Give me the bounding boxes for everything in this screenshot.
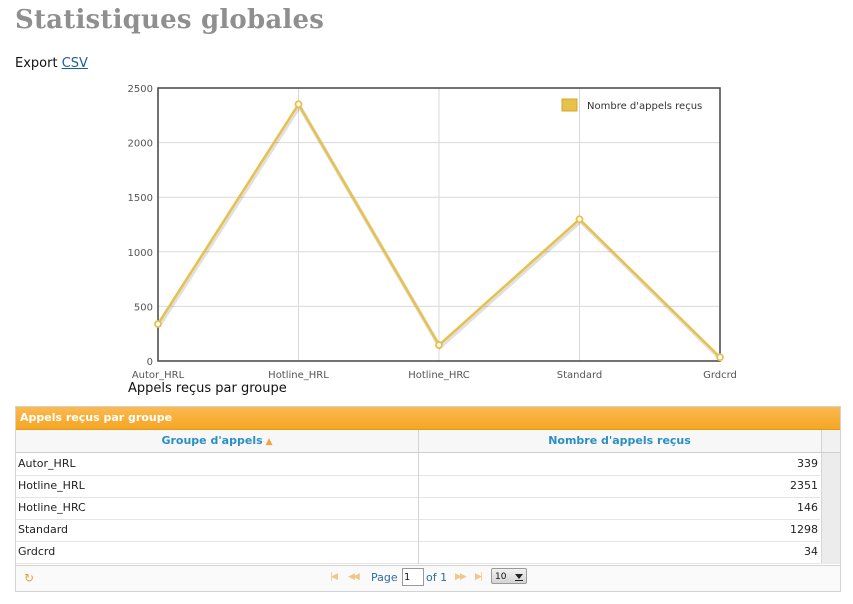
chevron-down-icon bbox=[515, 574, 523, 581]
column-header-group-label: Groupe d'appels bbox=[161, 434, 263, 447]
grid-title: Appels reçus par groupe bbox=[16, 407, 840, 430]
page-size-value: 10 bbox=[495, 572, 507, 582]
page-count-label: of 1 bbox=[426, 571, 448, 584]
page-size-select[interactable]: 10 bbox=[491, 568, 527, 584]
sort-asc-icon: ▲ bbox=[265, 437, 273, 447]
cell-count: 146 bbox=[797, 501, 818, 514]
x-tick-label: Hotline_HRL bbox=[268, 370, 329, 381]
refresh-icon[interactable]: ↻ bbox=[24, 571, 35, 585]
cell-group: Hotline_HRL bbox=[18, 479, 85, 492]
grid-header: Groupe d'appels ▲ Nombre d'appels reçus bbox=[16, 430, 840, 453]
y-tick-label: 0 bbox=[147, 357, 153, 368]
header-scroll-gutter bbox=[821, 430, 840, 452]
export-label: Export bbox=[15, 56, 58, 71]
data-point bbox=[154, 320, 162, 328]
y-tick-label: 1000 bbox=[128, 248, 153, 259]
plot-frame bbox=[157, 87, 721, 362]
cell-group: Hotline_HRC bbox=[18, 501, 86, 514]
data-point bbox=[716, 353, 724, 362]
cell-group: Standard bbox=[18, 523, 69, 536]
legend-label: Nombre d'appels reçus bbox=[587, 101, 702, 112]
cell-count: 34 bbox=[804, 545, 818, 558]
prev-page-icon[interactable]: ◀◀ bbox=[348, 572, 360, 582]
chart-caption: Appels reçus par groupe bbox=[128, 381, 287, 396]
x-tick-label: Grdcrd bbox=[703, 370, 737, 381]
x-tick-label: Autor_HRL bbox=[132, 370, 185, 381]
y-tick-label: 1500 bbox=[128, 193, 153, 204]
first-page-icon[interactable]: |◀ bbox=[330, 572, 338, 582]
grid-body: Autor_HRL 339 Hotline_HRL 2351 Hotline_H… bbox=[16, 453, 840, 564]
x-tick-label: Standard bbox=[557, 370, 603, 381]
series-line-shadow bbox=[157, 102, 723, 361]
x-tick-label: Hotline_HRC bbox=[408, 370, 470, 381]
data-grid: Appels reçus par groupe Groupe d'appels ▲… bbox=[15, 406, 841, 592]
pager-bar: ↻ |◀ ◀◀ Page of 1 ▶▶ ▶| 10 bbox=[16, 565, 840, 591]
column-header-count[interactable]: Nombre d'appels reçus bbox=[548, 434, 691, 447]
export-line: Export CSV bbox=[15, 56, 88, 71]
cell-count: 2351 bbox=[790, 479, 818, 492]
vertical-scrollbar[interactable] bbox=[821, 453, 840, 564]
export-csv-link[interactable]: CSV bbox=[61, 56, 88, 71]
cell-count: 1298 bbox=[790, 523, 818, 536]
data-point bbox=[575, 215, 584, 224]
legend-swatch bbox=[561, 98, 578, 112]
page-number-input[interactable] bbox=[402, 568, 424, 586]
next-page-icon[interactable]: ▶▶ bbox=[455, 572, 467, 582]
cell-group: Grdcrd bbox=[18, 545, 56, 558]
page-label: Page bbox=[371, 571, 398, 584]
cell-count: 339 bbox=[797, 457, 818, 470]
page-title: Statistiques globales bbox=[15, 5, 325, 35]
y-tick-label: 2500 bbox=[128, 84, 153, 95]
column-header-group[interactable]: Groupe d'appels ▲ bbox=[16, 430, 419, 452]
line-chart: 0 500 1000 1500 2000 2500 Autor_HRL Hotline_HRL… bbox=[128, 84, 737, 381]
y-tick-label: 2000 bbox=[128, 139, 153, 150]
y-tick-label: 500 bbox=[134, 302, 153, 313]
data-point bbox=[294, 100, 303, 109]
data-point bbox=[435, 341, 443, 349]
cell-group: Autor_HRL bbox=[18, 457, 76, 470]
column-divider bbox=[418, 453, 419, 564]
last-page-icon[interactable]: ▶| bbox=[475, 572, 483, 582]
